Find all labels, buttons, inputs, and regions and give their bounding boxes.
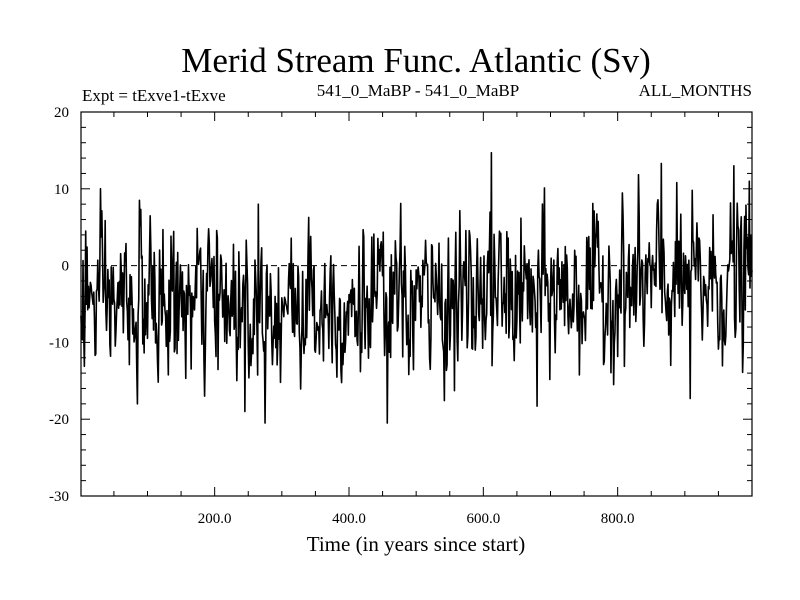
y-tick-label: 10 bbox=[54, 182, 69, 198]
tick-labels: 20 10 0 -10 -20 -30 200.0 400.0 600.0 800.0 bbox=[49, 105, 635, 527]
x-tick-label: 400.0 bbox=[332, 511, 366, 527]
x-tick-label: 200.0 bbox=[198, 511, 232, 527]
y-tick-label: 20 bbox=[54, 105, 69, 121]
x-tick-label: 800.0 bbox=[601, 511, 635, 527]
y-tick-label: 0 bbox=[62, 259, 70, 275]
experiment-label: Expt = tExve1-tExve bbox=[82, 86, 226, 105]
y-tick-label: -10 bbox=[49, 335, 69, 351]
plot-frame bbox=[80, 111, 753, 497]
period-label: 541_0_MaBP - 541_0_MaBP bbox=[317, 81, 519, 100]
months-label: ALL_MONTHS bbox=[639, 81, 752, 100]
y-tick-label: -20 bbox=[49, 412, 69, 428]
chart-title: Merid Stream Func. Atlantic (Sv) bbox=[181, 41, 651, 80]
x-tick-label: 600.0 bbox=[466, 511, 500, 527]
x-axis-label: Time (in years since start) bbox=[307, 532, 526, 556]
series-line bbox=[80, 151, 753, 424]
y-tick-label: -30 bbox=[49, 489, 69, 505]
